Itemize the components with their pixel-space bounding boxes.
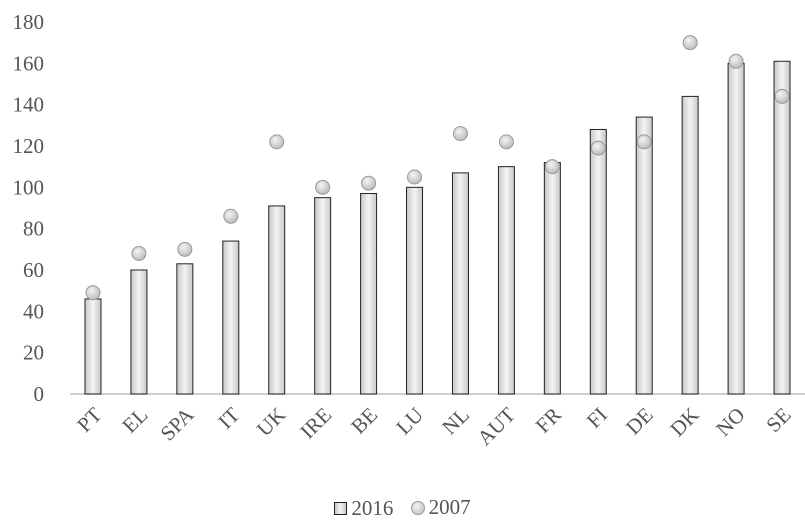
point-2007 — [407, 169, 423, 185]
bar-2016 — [451, 172, 469, 395]
x-tick-label: DE — [621, 403, 658, 440]
legend-dot-swatch-icon — [410, 500, 425, 515]
y-tick-label: 160 — [13, 51, 45, 75]
x-tick-label: DK — [665, 403, 703, 441]
x-tick-label: NO — [711, 403, 749, 441]
x-tick-label: IT — [213, 402, 244, 433]
legend-item-2007: 2007 — [410, 495, 471, 520]
point-2007 — [315, 179, 331, 195]
x-tick-label: BE — [346, 403, 382, 439]
y-tick-label: 40 — [23, 299, 44, 323]
bar-series-2016 — [84, 60, 791, 395]
x-tick-label: PT — [72, 402, 106, 436]
point-2007 — [131, 245, 147, 261]
y-tick-label: 0 — [34, 382, 45, 406]
point-2007 — [590, 140, 606, 156]
point-2007 — [85, 285, 101, 301]
bar-2016 — [176, 263, 194, 395]
bar-2016 — [268, 205, 286, 395]
point-2007 — [177, 241, 193, 257]
y-axis: 0 20 40 60 80 100 120 140 160 180 — [13, 10, 45, 406]
legend-bar-swatch-icon — [334, 501, 348, 515]
legend-label-2016: 2016 — [351, 495, 394, 520]
bar-2016 — [681, 95, 699, 395]
point-2007 — [682, 35, 698, 51]
y-tick-label: 120 — [13, 134, 45, 158]
point-2007 — [361, 175, 377, 191]
bar-2016 — [543, 162, 561, 395]
point-2007 — [728, 53, 744, 69]
point-2007 — [498, 134, 514, 150]
x-tick-label: FR — [531, 403, 566, 438]
bar-2016 — [130, 269, 148, 395]
bar-2016 — [360, 193, 378, 395]
point-2007 — [774, 88, 790, 104]
bar-2016 — [406, 186, 424, 395]
y-tick-label: 100 — [13, 175, 45, 199]
x-tick-label: EL — [117, 403, 152, 438]
x-tick-label: LU — [391, 403, 428, 440]
bar-2016 — [589, 128, 607, 395]
y-tick-label: 140 — [13, 93, 45, 117]
bar-2016 — [727, 62, 745, 395]
legend: 2016 2007 — [0, 495, 805, 521]
bar-2016 — [773, 60, 791, 395]
x-tick-label: UK — [252, 403, 290, 441]
point-2007 — [636, 134, 652, 150]
bar-2016 — [84, 298, 102, 395]
bar-2016 — [497, 166, 515, 395]
point-2007 — [452, 126, 468, 142]
scatter-series-2007 — [85, 35, 790, 301]
bar-2016 — [635, 116, 653, 395]
x-tick-label: AUT — [472, 402, 520, 450]
x-tick-label: NL — [437, 403, 474, 440]
legend-label-2007: 2007 — [428, 495, 471, 519]
legend-item-2016: 2016 — [334, 496, 393, 521]
y-tick-label: 80 — [23, 217, 44, 241]
x-tick-label: IRE — [295, 403, 336, 444]
x-tick-label: SE — [761, 403, 795, 437]
bar-2016 — [314, 197, 332, 395]
point-2007 — [544, 159, 560, 175]
x-tick-label: FI — [582, 403, 612, 433]
y-tick-label: 20 — [23, 341, 44, 365]
y-tick-label: 180 — [13, 10, 45, 34]
point-2007 — [223, 208, 239, 224]
bar-2016 — [222, 240, 240, 395]
x-tick-label: SPA — [156, 402, 199, 445]
y-tick-label: 60 — [23, 258, 44, 282]
point-2007 — [269, 134, 285, 150]
